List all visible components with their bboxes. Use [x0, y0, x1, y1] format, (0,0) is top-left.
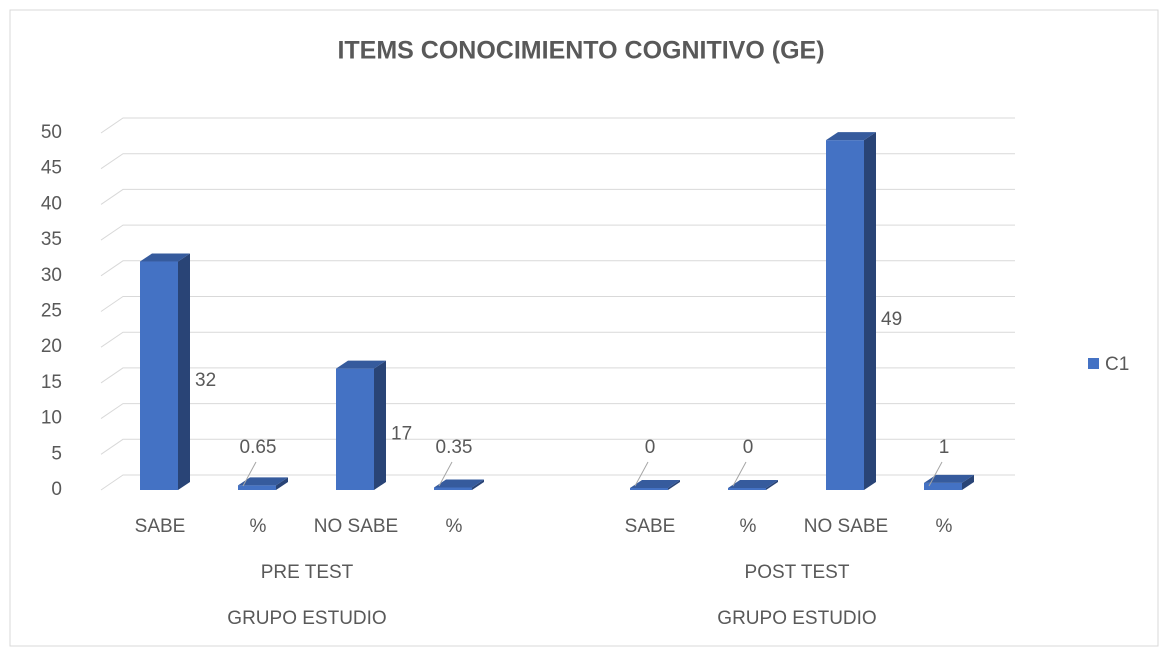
y-tick-label: 5	[51, 443, 62, 464]
bar-side	[668, 480, 680, 490]
x-tick-label: NO SABE	[804, 516, 888, 537]
grid-line	[100, 367, 1015, 384]
legend-label: C1	[1105, 354, 1129, 375]
data-label: 32	[195, 370, 216, 391]
chart-title: ITEMS CONOCIMIENTO COGNITIVO (GE)	[337, 37, 824, 65]
leader-line	[438, 461, 453, 487]
x-tick-label: %	[936, 516, 953, 537]
group-label: PRE TEST	[261, 562, 354, 583]
y-tick-label: 45	[41, 158, 62, 179]
grid-line	[100, 296, 1015, 312]
chart-frame	[9, 9, 1159, 647]
grid-line	[100, 331, 1015, 348]
bar-side	[962, 474, 974, 490]
leader-line	[928, 461, 943, 487]
bar-top	[238, 477, 288, 486]
bar-top	[140, 253, 190, 262]
supergroup-label: GRUPO ESTUDIO	[717, 608, 876, 629]
grid-line	[100, 153, 1015, 170]
bar-top	[630, 480, 680, 488]
y-tick-label: 35	[41, 229, 62, 250]
data-label: 49	[881, 309, 902, 330]
bar-side	[276, 477, 288, 490]
bar-top	[434, 479, 484, 488]
x-tick-label: NO SABE	[314, 516, 398, 537]
bar	[630, 488, 668, 490]
bar-side	[766, 480, 778, 490]
bar-top	[728, 480, 778, 488]
y-tick-label: 20	[41, 336, 62, 357]
x-tick-label: %	[250, 516, 267, 537]
bar-side	[472, 479, 484, 490]
bar-side	[178, 253, 190, 490]
bar	[336, 368, 374, 490]
grid-line	[100, 224, 1015, 241]
grid-line	[100, 188, 1015, 205]
group-label: POST TEST	[745, 562, 850, 583]
grid-line	[100, 260, 1015, 277]
leader-line	[732, 461, 747, 487]
bar	[826, 140, 864, 490]
leader-line	[242, 461, 257, 487]
grid-line	[100, 474, 1015, 491]
grid-line	[100, 117, 1015, 134]
y-tick-label: 50	[41, 122, 62, 143]
bar-side	[864, 132, 876, 490]
grid-line	[100, 403, 1015, 420]
y-tick-label: 30	[41, 265, 62, 286]
x-tick-label: %	[740, 516, 757, 537]
data-label: 1	[939, 437, 950, 458]
legend-swatch	[1088, 358, 1099, 369]
bar	[434, 487, 472, 490]
bar	[728, 488, 766, 490]
supergroup-label: GRUPO ESTUDIO	[227, 608, 386, 629]
bar	[924, 482, 962, 490]
bar	[140, 261, 178, 490]
y-tick-label: 15	[41, 372, 62, 393]
bar-side	[374, 360, 386, 490]
y-tick-label: 0	[51, 479, 62, 500]
leader-line	[634, 461, 649, 487]
bar	[238, 485, 276, 490]
grid-line	[100, 438, 1015, 455]
x-tick-label: SABE	[625, 516, 676, 537]
bar-top	[336, 360, 386, 369]
data-label: 17	[391, 423, 412, 444]
x-tick-label: %	[446, 516, 463, 537]
y-tick-label: 25	[41, 301, 62, 322]
x-tick-label: SABE	[135, 516, 186, 537]
data-label: 0	[743, 437, 754, 458]
data-label: 0	[645, 437, 656, 458]
y-tick-label: 10	[41, 408, 62, 429]
y-tick-label: 40	[41, 193, 62, 214]
data-label: 0.65	[240, 437, 277, 458]
bar-top	[826, 132, 876, 141]
data-label: 0.35	[436, 437, 473, 458]
bar-top	[924, 474, 974, 483]
